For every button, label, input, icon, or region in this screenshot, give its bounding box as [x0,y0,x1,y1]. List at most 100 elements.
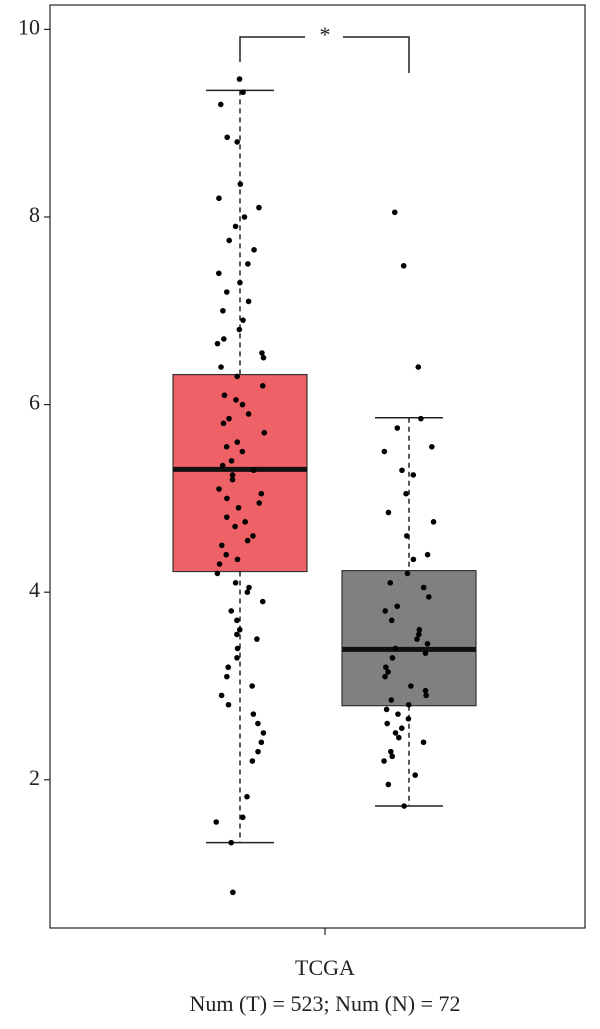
data-point [424,551,431,558]
data-point [214,570,221,577]
data-point [228,839,234,846]
data-point [389,655,396,661]
data-point [226,237,233,244]
data-point [381,448,388,455]
data-point [224,514,230,520]
data-point [234,645,241,652]
data-point [239,448,246,455]
data-point [229,476,236,483]
data-point [226,415,232,422]
data-point [237,181,244,187]
data-point [256,500,263,506]
data-point [254,636,260,642]
data-point [220,420,227,427]
data-point [249,683,255,689]
data-point [225,701,232,708]
plot-area [172,76,477,896]
data-point [223,289,230,295]
data-point [256,204,262,211]
data-point [216,486,222,492]
data-point [213,819,220,825]
data-point [430,519,437,525]
data-point [216,195,222,202]
data-point [229,472,236,478]
data-point [242,519,248,525]
data-point [240,317,246,323]
data-point [385,509,392,516]
x-axis-label: Num (T) = 523; Num (N) = 72 [189,991,460,1016]
data-point [405,701,412,708]
data-point [235,504,242,511]
data-point [237,279,243,286]
data-point [250,533,256,539]
data-point [387,580,394,586]
data-point [223,551,229,558]
data-point [389,753,396,760]
box [341,570,477,707]
data-point [219,462,226,469]
data-point [418,415,424,422]
y-tick-label: 6 [29,390,40,415]
data-point [218,364,224,370]
data-point [382,673,388,680]
data-point [234,373,241,380]
data-point [221,336,227,342]
data-point [391,209,398,216]
significance-bracket [239,36,410,73]
data-point [245,298,252,305]
data-point [232,580,239,586]
data-point [249,758,256,764]
data-point [408,683,414,689]
data-point [259,350,265,356]
y-tick-label: 2 [29,765,40,790]
data-point [385,669,391,675]
data-point [401,803,407,809]
data-point [258,490,265,497]
box [172,373,308,573]
data-point [234,439,241,445]
y-tick-label: 4 [29,577,40,602]
data-point [258,739,265,746]
data-point [224,134,230,141]
data-point [223,444,230,450]
data-point [423,692,429,699]
data-point [396,734,402,741]
data-point [250,711,257,717]
data-point [429,444,435,450]
data-point [245,411,252,417]
data-point [383,706,390,713]
y-tick-label: 10 [18,14,40,39]
data-point [216,270,222,277]
plot-frame [49,4,586,929]
data-point [416,631,422,638]
data-point [228,458,235,464]
data-point [416,626,423,633]
data-point [261,429,268,436]
data-point [259,598,266,605]
data-point [217,101,224,108]
data-point [410,472,417,478]
data-point [224,495,230,502]
data-point [234,655,240,661]
data-point [400,262,407,269]
data-point [218,692,225,699]
data-point [259,383,266,389]
data-point [250,467,257,474]
data-point [260,730,267,736]
data-point [234,617,240,624]
data-point [394,603,401,610]
data-point [426,594,432,600]
data-point [246,584,252,591]
data-point [225,664,232,671]
data-point [395,711,401,717]
data-point [388,617,395,624]
data-point [255,720,261,727]
data-point [388,748,394,755]
data-point [392,645,399,652]
data-point [232,523,238,530]
data-point [385,781,392,788]
data-point [388,697,395,703]
data-point [404,533,410,539]
data-point [240,89,246,96]
